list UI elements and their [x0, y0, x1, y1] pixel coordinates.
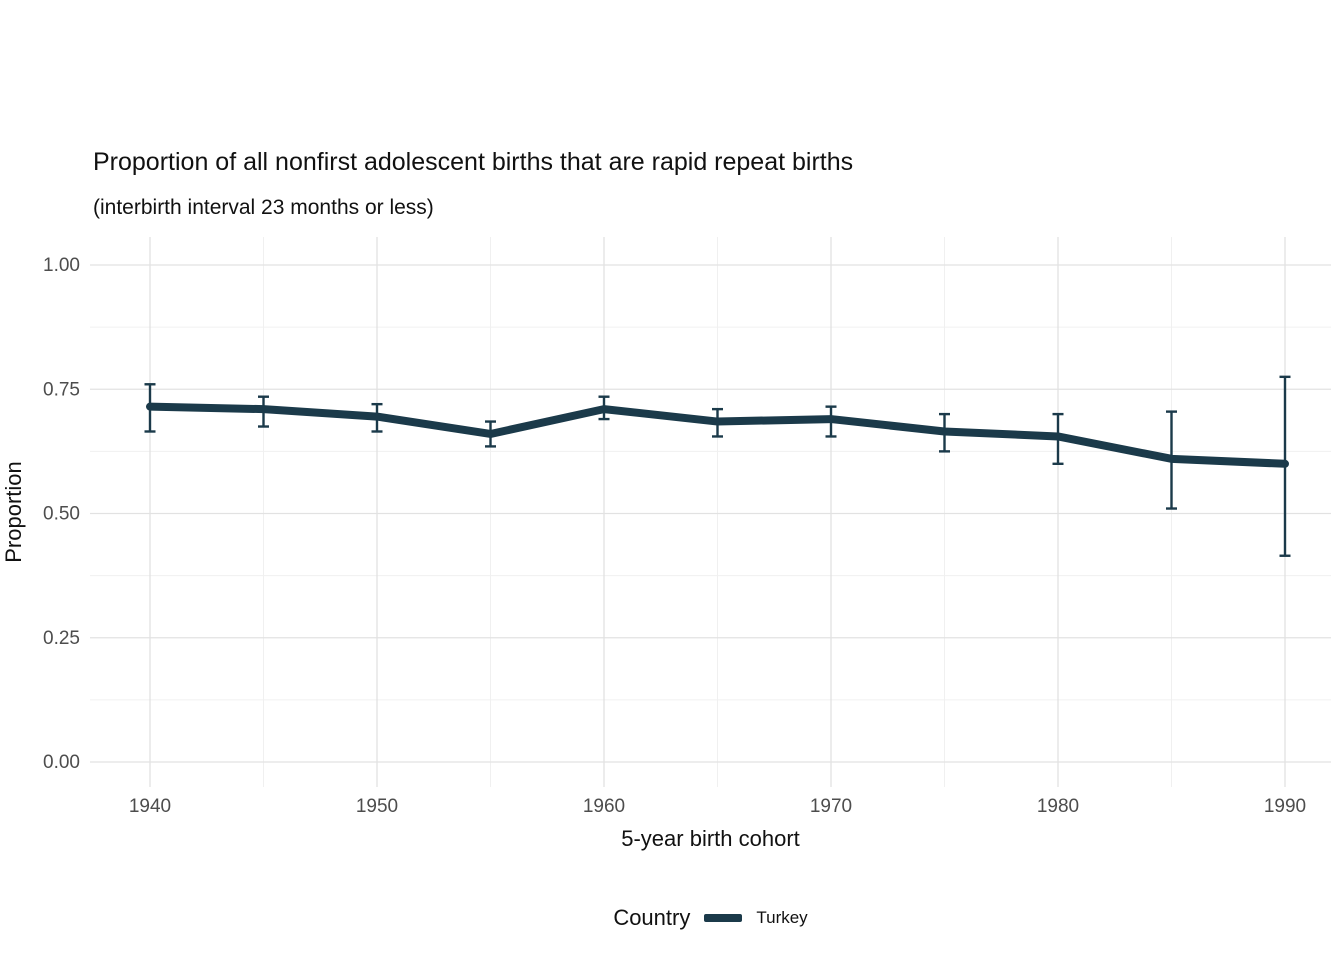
svg-text:0.75: 0.75	[43, 379, 80, 400]
gridlines-major	[90, 237, 1331, 787]
svg-text:0.25: 0.25	[43, 628, 80, 649]
legend: Country Turkey	[90, 905, 1331, 931]
y-axis-title: Proportion	[1, 461, 26, 563]
svg-text:1970: 1970	[810, 796, 852, 817]
svg-text:1940: 1940	[129, 796, 171, 817]
gridlines-minor	[90, 237, 1331, 787]
x-axis-title: 5-year birth cohort	[621, 826, 800, 851]
turkey-line	[146, 402, 1289, 468]
x-tick-labels: 1940 1950 1960 1970 1980 1990	[129, 796, 1306, 817]
legend-label-turkey: Turkey	[756, 908, 808, 927]
svg-text:1960: 1960	[583, 796, 625, 817]
svg-text:0.00: 0.00	[43, 752, 80, 773]
svg-text:1950: 1950	[356, 796, 398, 817]
svg-text:1980: 1980	[1037, 796, 1079, 817]
chart-subtitle: (interbirth interval 23 months or less)	[93, 196, 434, 219]
svg-text:1.00: 1.00	[43, 255, 80, 276]
y-tick-labels: 0.00 0.25 0.50 0.75 1.00	[43, 255, 80, 773]
svg-text:0.50: 0.50	[43, 504, 80, 525]
svg-text:1990: 1990	[1264, 796, 1306, 817]
chart-title: Proportion of all nonfirst adolescent bi…	[93, 148, 854, 176]
legend-title: Country	[613, 905, 691, 930]
legend-swatch-turkey	[704, 914, 743, 922]
